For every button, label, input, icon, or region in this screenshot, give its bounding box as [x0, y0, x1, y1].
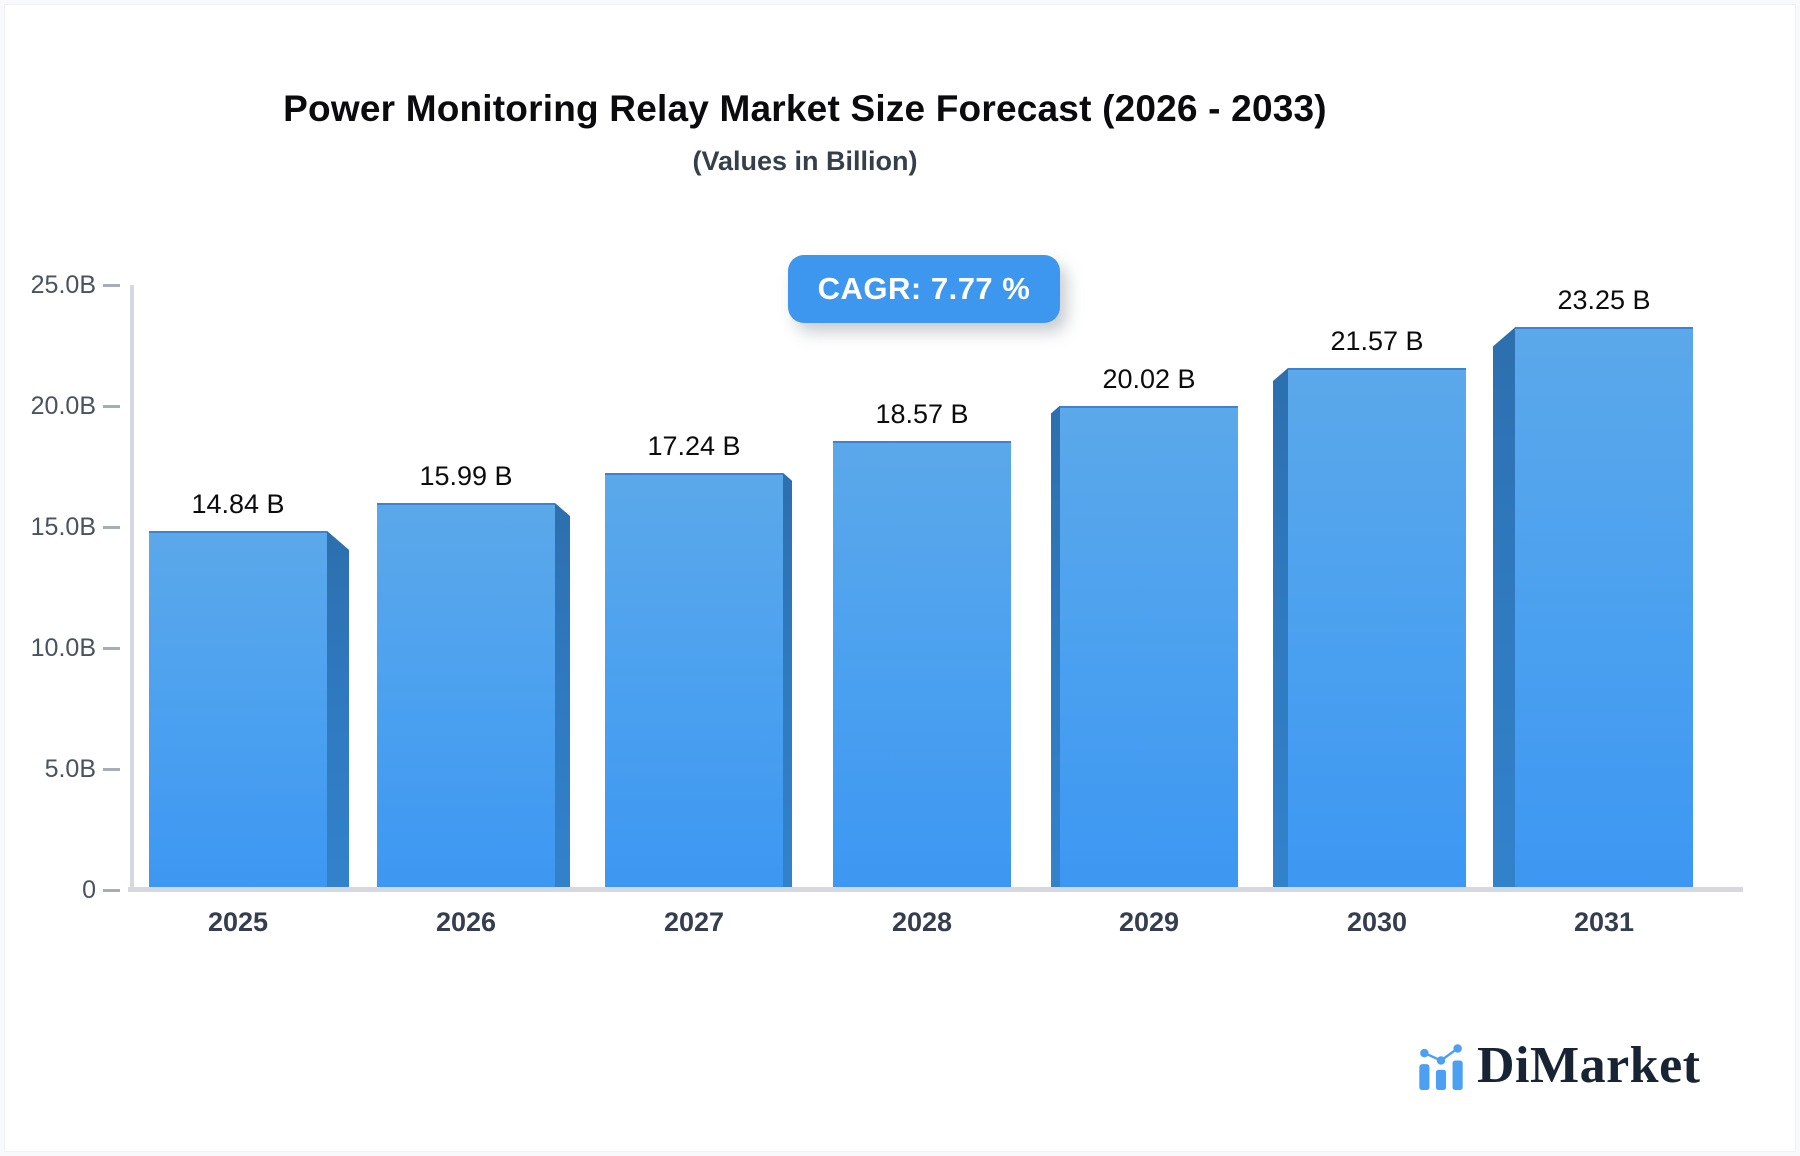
y-axis-tick-label: 5.0B — [44, 755, 96, 783]
bar-side-face — [1051, 405, 1060, 890]
chart-title: Power Monitoring Relay Market Size Forec… — [283, 88, 1327, 129]
x-axis-category-label: 2031 — [1573, 907, 1635, 937]
bar-side-face — [1273, 368, 1288, 890]
x-axis-category-label: 2029 — [1118, 907, 1180, 937]
bar-side-face — [1493, 327, 1515, 890]
bar-value-label: 15.99 B — [419, 461, 513, 492]
bar-value-label: 23.25 B — [1557, 285, 1651, 316]
y-axis-tick-mark — [103, 889, 120, 892]
bar — [605, 472, 783, 890]
bar — [149, 530, 327, 890]
brand-logo: DiMarket — [1418, 1040, 1700, 1092]
chart-subtitle: (Values in Billion) — [692, 146, 918, 176]
x-axis-category-label: 2025 — [207, 907, 269, 937]
bar — [833, 440, 1011, 890]
bar-side-face — [555, 503, 570, 890]
x-axis-category-label: 2030 — [1346, 907, 1408, 937]
bar-value-label: 14.84 B — [191, 488, 285, 519]
y-axis-tick-label: 10.0B — [30, 634, 96, 662]
y-axis-line — [130, 285, 134, 890]
x-axis-category-label: 2028 — [891, 907, 953, 937]
bar-value-label: 18.57 B — [875, 398, 969, 429]
bar-side-face — [327, 530, 349, 890]
x-axis-category-label: 2027 — [663, 907, 725, 937]
bar — [1060, 405, 1238, 890]
y-axis-tick-mark — [103, 526, 120, 529]
bar-value-label: 20.02 B — [1102, 363, 1196, 394]
x-axis-category-label: 2026 — [435, 907, 497, 937]
bar-value-label: 21.57 B — [1330, 326, 1424, 356]
y-axis-tick-mark — [103, 768, 120, 771]
cagr-badge: CAGR: 7.77 % — [788, 255, 1060, 323]
y-axis-tick-label: 15.0B — [30, 513, 96, 541]
y-axis-tick-label: 0 — [82, 876, 96, 904]
bar — [1515, 327, 1693, 890]
y-axis-tick-mark — [103, 284, 120, 287]
logo-text: DiMarket — [1477, 1037, 1701, 1094]
y-axis-tick-mark — [103, 647, 120, 650]
mini-bar-chart-trend-icon — [1419, 1044, 1463, 1090]
y-axis-tick-mark — [103, 405, 120, 408]
y-axis-tick-label: 20.0B — [30, 392, 96, 420]
bar-value-label: 17.24 B — [647, 430, 741, 461]
bar — [377, 503, 555, 890]
bar-side-face — [783, 472, 792, 890]
bar — [1288, 368, 1466, 890]
y-axis-tick-label: 25.0B — [30, 271, 96, 299]
x-axis-line — [128, 887, 1743, 892]
